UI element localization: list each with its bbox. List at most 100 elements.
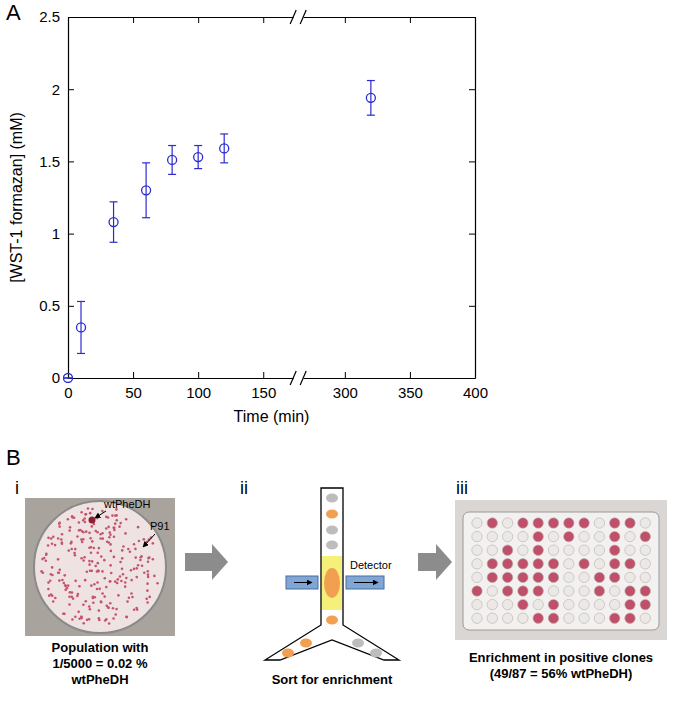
colony bbox=[113, 526, 116, 529]
tick-mark bbox=[198, 372, 199, 378]
colony bbox=[50, 593, 53, 596]
colony bbox=[108, 531, 111, 534]
colony bbox=[130, 569, 133, 572]
tick bbox=[469, 306, 475, 307]
colony bbox=[109, 564, 112, 567]
colony bbox=[110, 572, 113, 575]
colony bbox=[82, 559, 85, 562]
axis-break bbox=[300, 10, 306, 24]
well bbox=[564, 613, 574, 623]
colony bbox=[111, 514, 114, 517]
tick-mark bbox=[133, 17, 134, 23]
tick: 0 bbox=[52, 369, 74, 386]
colony bbox=[98, 609, 101, 612]
tick-label: 400 bbox=[463, 384, 488, 401]
axis-line bbox=[69, 17, 294, 18]
x-axis-title: Time (min) bbox=[234, 408, 310, 425]
tick-mark bbox=[469, 89, 475, 90]
well bbox=[533, 599, 543, 609]
colony bbox=[49, 579, 52, 582]
colony bbox=[47, 588, 50, 591]
well bbox=[640, 531, 650, 541]
colony bbox=[89, 608, 92, 611]
axis-break bbox=[300, 371, 306, 385]
well bbox=[502, 531, 512, 541]
tick: 2 bbox=[52, 81, 74, 98]
colony bbox=[97, 569, 100, 572]
colony bbox=[41, 558, 44, 561]
colony bbox=[45, 553, 48, 556]
tick-label: 2 bbox=[52, 81, 60, 98]
tick: 0.5 bbox=[39, 297, 74, 314]
beam bbox=[354, 582, 378, 583]
colony bbox=[96, 552, 99, 555]
colony bbox=[69, 591, 72, 594]
colony bbox=[135, 576, 138, 579]
well bbox=[472, 586, 482, 596]
colony bbox=[91, 560, 94, 563]
tick-label: 150 bbox=[251, 384, 276, 401]
colony bbox=[107, 516, 110, 519]
error-cap bbox=[220, 162, 228, 163]
well bbox=[579, 599, 589, 609]
error-bar bbox=[220, 134, 228, 163]
colony bbox=[128, 596, 131, 599]
colony bbox=[109, 580, 112, 583]
pointer bbox=[143, 534, 155, 547]
error-cap bbox=[64, 377, 72, 378]
colony bbox=[114, 522, 117, 525]
colony bbox=[77, 593, 80, 596]
panel-label: B bbox=[6, 445, 21, 470]
tick-mark bbox=[469, 234, 475, 235]
error-cap bbox=[168, 174, 176, 175]
colony bbox=[85, 600, 88, 603]
tick-label: 2.5 bbox=[39, 8, 60, 25]
colony bbox=[105, 604, 108, 607]
well bbox=[548, 545, 558, 555]
colony bbox=[64, 584, 67, 587]
colony bbox=[70, 541, 73, 544]
tick-mark bbox=[469, 161, 475, 162]
colony bbox=[68, 529, 71, 532]
colony bbox=[88, 605, 91, 608]
colony bbox=[77, 611, 80, 614]
colony bbox=[63, 574, 66, 577]
tick: 1.5 bbox=[39, 153, 74, 170]
colony bbox=[90, 584, 93, 587]
error-bar bbox=[168, 146, 176, 175]
colony bbox=[101, 592, 104, 595]
tick-mark bbox=[410, 372, 411, 378]
colony bbox=[105, 527, 108, 530]
detection-zone bbox=[322, 556, 342, 610]
colony bbox=[84, 513, 87, 516]
well bbox=[502, 559, 512, 569]
well bbox=[625, 518, 635, 528]
well bbox=[564, 599, 574, 609]
colony bbox=[76, 535, 79, 538]
flow-arrow bbox=[185, 544, 228, 580]
colony bbox=[69, 526, 72, 529]
colony bbox=[133, 608, 136, 611]
colony bbox=[58, 579, 61, 582]
well bbox=[610, 559, 620, 569]
axis bbox=[469, 18, 476, 379]
colony bbox=[134, 548, 137, 551]
colony bbox=[98, 547, 101, 550]
droplet bbox=[326, 526, 338, 535]
colony bbox=[88, 560, 91, 563]
tick-mark bbox=[469, 378, 475, 379]
colony bbox=[127, 548, 130, 551]
step-caption: 1/5000 = 0.02 % bbox=[52, 656, 147, 671]
well bbox=[579, 586, 589, 596]
colony bbox=[98, 588, 101, 591]
tick-label: 0.5 bbox=[39, 297, 60, 314]
error-cap bbox=[194, 145, 202, 146]
detector bbox=[286, 576, 318, 589]
colony bbox=[147, 576, 150, 579]
colony bbox=[67, 584, 70, 587]
droplet bbox=[326, 494, 338, 503]
colony bbox=[115, 514, 118, 517]
tick-label: 350 bbox=[398, 384, 423, 401]
error-cap bbox=[367, 115, 375, 116]
colony bbox=[125, 616, 128, 619]
